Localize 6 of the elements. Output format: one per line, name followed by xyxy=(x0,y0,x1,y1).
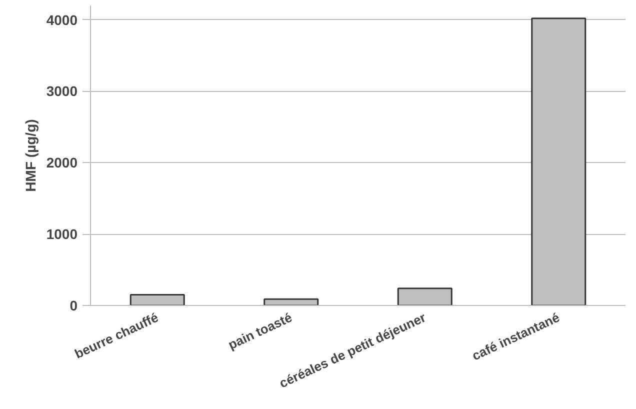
y-tick-label: 3000 xyxy=(46,83,78,100)
y-tick-label: 0 xyxy=(70,298,78,314)
y-tick-label: 4000 xyxy=(46,12,78,28)
y-tick-label: 2000 xyxy=(46,154,78,171)
y-tick-label: 1000 xyxy=(46,226,78,242)
y-axis-title: HMF (µg/g) xyxy=(22,119,38,192)
